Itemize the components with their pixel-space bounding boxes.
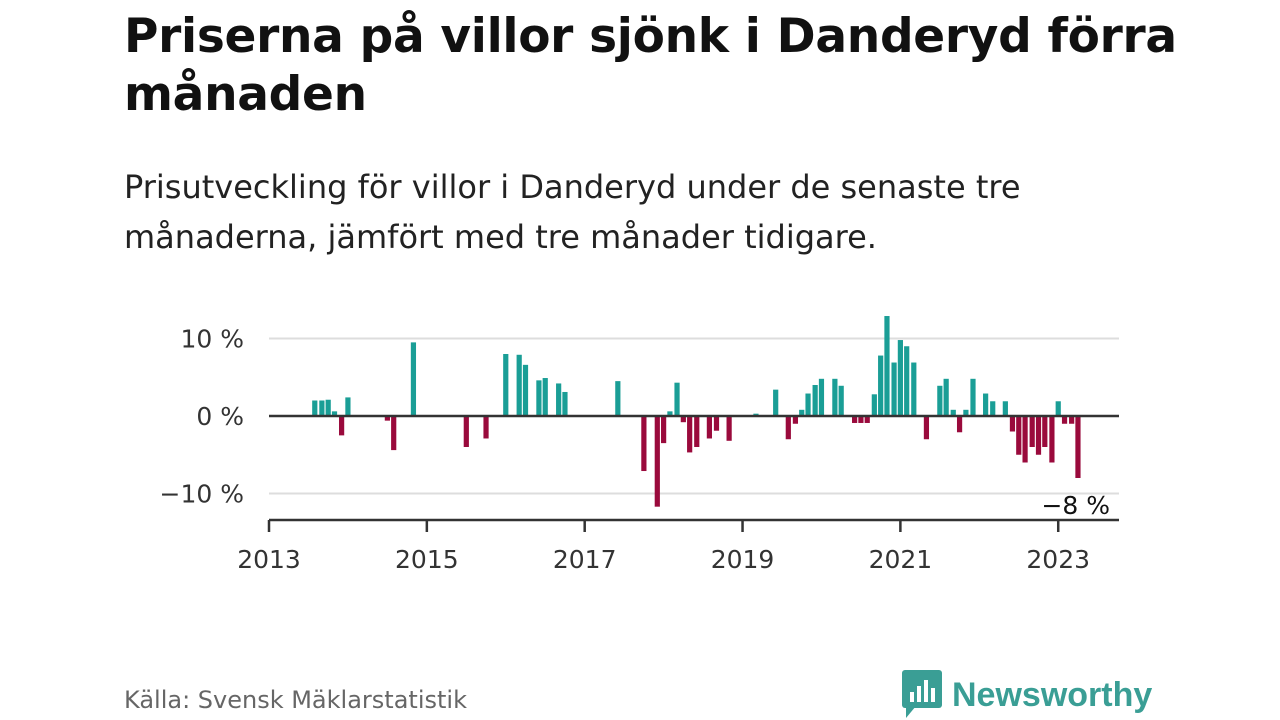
bar xyxy=(864,416,870,423)
x-tick-label: 2023 xyxy=(1026,545,1090,574)
bars xyxy=(312,316,1081,507)
bar xyxy=(792,416,799,424)
bar xyxy=(556,383,562,416)
y-tick-label: 10 % xyxy=(180,325,244,354)
bar xyxy=(325,399,331,416)
x-tick-label: 2015 xyxy=(395,545,459,574)
bar xyxy=(1022,416,1028,463)
bar xyxy=(1069,416,1075,424)
bar xyxy=(654,416,660,507)
bar xyxy=(391,416,397,451)
bar xyxy=(345,397,351,416)
bar xyxy=(726,416,732,441)
bar xyxy=(680,416,686,423)
y-tick-label: −10 % xyxy=(160,480,244,509)
tick-labels: 10 % 0 % −10 % 2013 2015 2017 2019 2021 2023 −8 % xyxy=(160,325,1110,575)
last-value-annotation: −8 % xyxy=(1041,491,1110,520)
bar xyxy=(970,378,976,416)
bar xyxy=(1061,416,1068,424)
bar xyxy=(884,316,890,416)
bar xyxy=(1009,416,1016,432)
bar-chart: 10 % 0 % −10 % 2013 2015 2017 2019 2021 2023 −8 % xyxy=(160,316,1119,575)
bar xyxy=(956,416,963,433)
x-tick-label: 2021 xyxy=(869,545,933,574)
bar xyxy=(950,409,956,416)
bar xyxy=(852,416,858,423)
chart-title: Priserna på villor sjönk i Danderyd förr… xyxy=(124,9,1177,122)
bar xyxy=(858,416,864,423)
bar xyxy=(832,378,838,416)
chart-subtitle: Prisutveckling för villor i Danderyd und… xyxy=(124,168,1021,256)
bar-last xyxy=(1075,416,1081,478)
bar xyxy=(891,362,897,416)
bar xyxy=(785,416,791,440)
y-tick-label: 0 % xyxy=(196,402,244,431)
bar xyxy=(773,389,779,416)
bar xyxy=(339,416,345,436)
bar xyxy=(937,385,943,416)
bar xyxy=(503,354,509,416)
bar xyxy=(331,411,338,416)
bar xyxy=(878,355,884,416)
bar xyxy=(674,382,680,416)
source-note: Källa: Svensk Mäklarstatistik xyxy=(124,686,467,714)
bar xyxy=(706,416,712,439)
bar xyxy=(562,391,568,416)
axes xyxy=(267,414,1119,532)
brand-name: Newsworthy xyxy=(952,675,1153,714)
bar xyxy=(522,364,529,416)
bar xyxy=(799,409,805,416)
x-tick-label: 2017 xyxy=(553,545,617,574)
bar xyxy=(410,342,417,416)
bar xyxy=(963,409,969,416)
bar xyxy=(805,393,811,416)
bar xyxy=(911,362,917,416)
bar xyxy=(667,411,673,416)
bar xyxy=(687,416,693,453)
bar xyxy=(897,340,903,416)
bar xyxy=(483,416,489,439)
bar xyxy=(990,401,996,416)
bar xyxy=(641,416,647,472)
bar xyxy=(1016,416,1022,455)
x-tick-label: 2013 xyxy=(237,545,301,574)
bar xyxy=(463,416,469,447)
bar xyxy=(536,380,542,416)
bar xyxy=(1042,416,1048,447)
bar xyxy=(818,378,825,416)
bar xyxy=(1055,401,1061,416)
bar xyxy=(384,416,390,421)
bar xyxy=(542,378,548,416)
bar xyxy=(319,400,325,416)
bar xyxy=(694,416,700,447)
bar xyxy=(516,354,522,416)
bar xyxy=(713,416,720,431)
bar xyxy=(871,394,877,416)
bar xyxy=(1035,416,1042,455)
bar xyxy=(943,378,949,416)
bar xyxy=(923,416,930,440)
bar xyxy=(904,346,910,416)
bar xyxy=(312,400,318,416)
bar xyxy=(1029,416,1035,447)
bar xyxy=(983,393,989,416)
bar xyxy=(1002,401,1008,416)
bar xyxy=(838,385,844,416)
bar xyxy=(615,381,621,416)
newsworthy-logo-icon xyxy=(902,670,942,718)
bar xyxy=(812,385,818,416)
bar xyxy=(661,416,667,444)
newsworthy-logo: Newsworthy xyxy=(902,670,1152,720)
bar xyxy=(1049,416,1055,463)
gridlines xyxy=(269,337,1119,495)
x-tick-label: 2019 xyxy=(711,545,775,574)
